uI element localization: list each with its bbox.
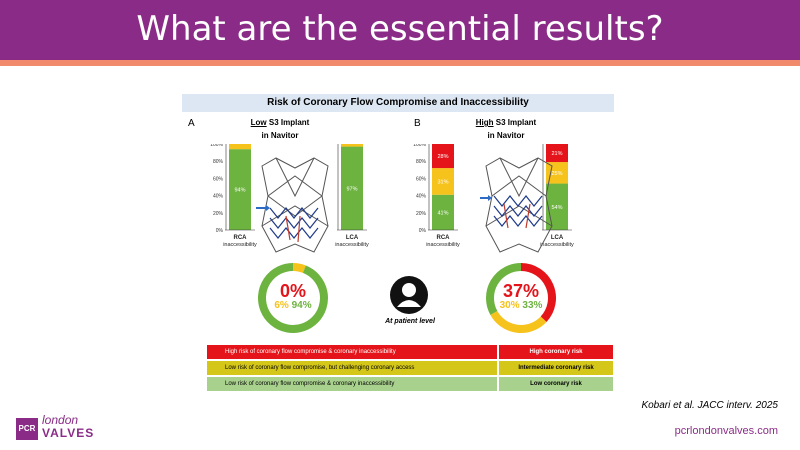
donut-a-sub-low: 94%: [291, 300, 312, 311]
header-accent-line: [0, 60, 800, 66]
donut-a-center-label: 0%: [279, 281, 306, 301]
donut-b-slice-1: [490, 310, 547, 333]
panel-a-y-tick-label: 0%: [216, 228, 224, 234]
panel-a-title-emph: Low: [250, 118, 267, 127]
panel-a-bar-0-seg-0: [229, 149, 251, 230]
patient-avatar-icon: [390, 276, 428, 314]
valve-low-implant-illustration: [256, 157, 329, 253]
panel-a-title-line2: in Navitor: [261, 131, 299, 140]
donut-a-slice-1: [292, 263, 306, 273]
panel-a-y-tick-label: 40%: [213, 194, 224, 200]
panel-a-letter: A: [188, 118, 195, 129]
donut-a-sub-intermediate: 6%: [274, 300, 289, 311]
panel-a-title: Low S3 Implant in Navitor: [240, 116, 320, 142]
panel-b-y-tick-label: 60%: [416, 176, 427, 182]
donut-panel-b: [486, 263, 556, 333]
panel-a-bar-1-label-1: 3%: [348, 144, 356, 145]
patient-level-caption: At patient level: [385, 318, 435, 325]
panel-b-bar-0-label-2: 28%: [437, 154, 448, 160]
logo-london: london: [42, 413, 79, 427]
slide-title: What are the essential results?: [136, 9, 664, 49]
panel-b-bar-0-seg-2: [432, 144, 454, 169]
valve-high-implant-illustration: [480, 157, 553, 253]
donut-b-center-label: 37%: [502, 281, 540, 301]
legend-high-label: High coronary risk: [499, 345, 613, 359]
donut-a-sub-labels: 6% 94%: [253, 300, 333, 311]
panel-b-bar-0-label-1: 31%: [437, 179, 448, 185]
header-bar: [0, 0, 800, 60]
panel-a-bar-1-seg-0: [341, 146, 363, 230]
donut-b-slice-2: [486, 263, 522, 315]
panel-a-y-tick-label: 20%: [213, 211, 224, 217]
panel-b-bar-0-label-0: 41%: [437, 210, 448, 216]
panel-b-y-tick-label: 20%: [416, 211, 427, 217]
panel-b-chart: 0%20%40%60%80%100%41%31%28%RCAinaccessib…: [413, 144, 574, 248]
legend-high-desc: High risk of coronary flow compromise & …: [207, 345, 497, 359]
legend-intermediate-desc: Low risk of coronary flow compromise, bu…: [207, 361, 497, 375]
legend-intermediate-label: Intermediate coronary risk: [499, 361, 613, 375]
panel-b-category-label-1: inaccessibility: [540, 242, 574, 248]
panel-b-y-tick-label: 40%: [416, 194, 427, 200]
panel-b-bar-0-seg-0: [432, 194, 454, 230]
citation: Kobari et al. JACC interv. 2025: [641, 400, 778, 411]
panel-b-y-tick-label: 100%: [413, 144, 426, 148]
panel-a-y-tick-label: 100%: [210, 144, 223, 148]
panel-b-bar-1-seg-0: [546, 183, 568, 230]
panel-b-bar-1-label-2: 21%: [551, 151, 562, 157]
figure-banner: Risk of Coronary Flow Compromise and Ina…: [182, 94, 614, 112]
panel-b-title: High S3 Implant in Navitor: [466, 116, 546, 142]
legend-row-intermediate: Low risk of coronary flow compromise, bu…: [207, 361, 613, 375]
panel-a-bar-1-label-0: 97%: [346, 186, 357, 192]
panel-b-category-label-0: inaccessibility: [426, 242, 460, 248]
panel-a-bar-0-label-1: 6%: [236, 144, 244, 145]
panel-a-category-label-0: inaccessibility: [223, 242, 257, 248]
panel-b-y-tick-label: 0%: [419, 228, 427, 234]
logo-pcr-box: PCR: [16, 418, 38, 440]
logo-valves: VALVES: [42, 426, 95, 440]
panel-a-y-tick-label: 60%: [213, 176, 224, 182]
panel-a-bar-0-label-0: 94%: [234, 188, 245, 194]
legend-row-high: High risk of coronary flow compromise & …: [207, 345, 613, 359]
panel-b-bar-1-label-1: 25%: [551, 171, 562, 177]
donut-a-slice-2: [258, 263, 328, 333]
donut-b-sub-low: 33%: [522, 300, 543, 311]
panel-a-category-label-1: inaccessibility: [335, 242, 369, 248]
legend-low-desc: Low risk of coronary flow compromise & c…: [207, 377, 497, 391]
panel-b-title-line2: in Navitor: [487, 131, 525, 140]
figure: Risk of Coronary Flow Compromise and Ina…: [182, 94, 614, 344]
pcr-london-valves-logo: PCR london VALVES: [16, 413, 146, 441]
donut-panel-a: [258, 263, 328, 333]
panel-a-bar-0-seg-1: [229, 144, 251, 150]
panel-a-title-rest: S3 Implant: [266, 118, 310, 127]
website-link[interactable]: pcrlondonvalves.com: [674, 425, 778, 437]
panel-a-bar-1-seg-1: [341, 144, 363, 147]
panel-b-y-tick-label: 80%: [416, 159, 427, 165]
panel-b-category-label-1: LCA: [551, 235, 564, 241]
legend-row-low: Low risk of coronary flow compromise & c…: [207, 377, 613, 391]
legend-low-label: Low coronary risk: [499, 377, 613, 391]
donut-b-sub-intermediate: 30%: [499, 300, 520, 311]
panel-a-y-tick-label: 80%: [213, 159, 224, 165]
panel-b-title-rest: S3 Implant: [493, 118, 537, 127]
donut-b-slice-0: [520, 263, 556, 322]
panel-b-letter: B: [414, 118, 421, 129]
panel-a-chart: 0%20%40%60%80%100%94%6%RCAinaccessibilit…: [210, 144, 369, 248]
panel-b-category-label-0: RCA: [437, 235, 451, 241]
panel-b-bar-0-seg-1: [432, 168, 454, 195]
donut-b-sub-labels: 30% 33%: [481, 300, 561, 311]
panel-b-bar-1-seg-2: [546, 144, 568, 163]
panel-a-category-label-0: RCA: [234, 235, 248, 241]
panel-b-bar-1-label-0: 54%: [551, 205, 562, 211]
panel-a-category-label-1: LCA: [346, 235, 359, 241]
panel-b-title-emph: High: [475, 118, 494, 127]
